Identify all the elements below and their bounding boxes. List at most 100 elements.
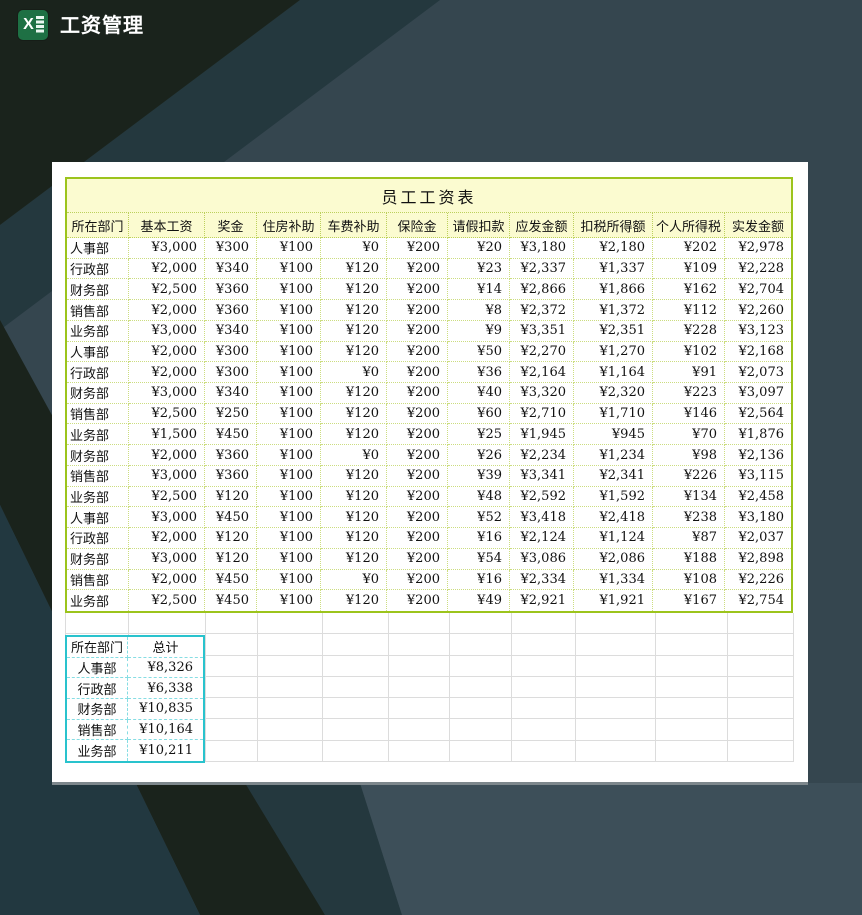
empty-cell[interactable] bbox=[129, 613, 206, 635]
table-cell[interactable]: ¥2,124 bbox=[510, 528, 574, 549]
empty-cell[interactable] bbox=[258, 740, 323, 762]
column-header[interactable]: 基本工资 bbox=[129, 213, 205, 238]
table-cell[interactable]: ¥100 bbox=[257, 341, 321, 363]
table-cell[interactable]: ¥200 bbox=[387, 362, 448, 384]
empty-cell[interactable] bbox=[656, 719, 728, 741]
table-cell[interactable]: ¥100 bbox=[257, 403, 321, 425]
empty-cell[interactable] bbox=[728, 740, 794, 762]
empty-cell[interactable] bbox=[450, 634, 512, 656]
column-header[interactable]: 车费补助 bbox=[321, 213, 387, 238]
table-cell[interactable]: ¥91 bbox=[653, 362, 725, 384]
table-cell[interactable]: ¥120 bbox=[321, 465, 387, 487]
table-cell[interactable]: 财务部 bbox=[67, 445, 129, 466]
table-cell[interactable]: ¥120 bbox=[321, 548, 387, 570]
empty-cell[interactable] bbox=[656, 634, 728, 656]
table-cell[interactable]: ¥8 bbox=[448, 300, 510, 321]
table-cell[interactable]: 财务部 bbox=[67, 383, 129, 404]
table-cell[interactable]: ¥223 bbox=[653, 383, 725, 404]
table-cell[interactable]: ¥200 bbox=[387, 383, 448, 404]
table-cell[interactable]: ¥100 bbox=[257, 383, 321, 404]
table-cell[interactable]: ¥162 bbox=[653, 279, 725, 301]
empty-cell[interactable] bbox=[323, 698, 389, 720]
table-cell[interactable]: ¥200 bbox=[387, 590, 448, 611]
empty-cell[interactable] bbox=[323, 676, 389, 699]
empty-cell[interactable] bbox=[512, 634, 576, 656]
table-cell[interactable]: ¥98 bbox=[653, 445, 725, 466]
table-cell[interactable]: ¥2,337 bbox=[510, 258, 574, 280]
table-cell[interactable]: ¥228 bbox=[653, 320, 725, 342]
table-cell[interactable]: ¥2,341 bbox=[574, 465, 653, 487]
table-cell[interactable]: ¥250 bbox=[205, 403, 257, 425]
table-cell[interactable]: 业务部 bbox=[67, 590, 129, 611]
summary-header[interactable]: 总计 bbox=[128, 637, 203, 658]
table-cell[interactable]: ¥200 bbox=[387, 403, 448, 425]
table-cell[interactable]: ¥100 bbox=[257, 486, 321, 508]
table-cell[interactable]: ¥16 bbox=[448, 528, 510, 549]
table-cell[interactable]: ¥2,037 bbox=[725, 528, 791, 549]
column-header[interactable]: 所在部门 bbox=[67, 213, 129, 238]
table-cell[interactable]: ¥200 bbox=[387, 569, 448, 591]
table-cell[interactable]: ¥100 bbox=[257, 300, 321, 321]
table-cell[interactable]: 业务部 bbox=[67, 424, 129, 446]
table-cell[interactable]: ¥100 bbox=[257, 424, 321, 446]
table-cell[interactable]: ¥100 bbox=[257, 507, 321, 529]
table-cell[interactable]: ¥40 bbox=[448, 383, 510, 404]
table-cell[interactable]: ¥360 bbox=[205, 465, 257, 487]
table-cell[interactable]: ¥2,500 bbox=[129, 590, 205, 611]
table-cell[interactable]: ¥0 bbox=[321, 238, 387, 259]
table-cell[interactable]: 财务部 bbox=[67, 548, 129, 570]
table-cell[interactable]: ¥2,260 bbox=[725, 300, 791, 321]
column-header[interactable]: 应发金额 bbox=[510, 213, 574, 238]
summary-dept-cell[interactable]: 财务部 bbox=[67, 698, 128, 720]
table-cell[interactable]: 销售部 bbox=[67, 569, 129, 591]
table-cell[interactable]: ¥36 bbox=[448, 362, 510, 384]
table-cell[interactable]: ¥120 bbox=[205, 528, 257, 549]
empty-cell[interactable] bbox=[576, 676, 656, 699]
table-cell[interactable]: ¥2,073 bbox=[725, 362, 791, 384]
table-cell[interactable]: ¥120 bbox=[321, 507, 387, 529]
table-cell[interactable]: ¥3,000 bbox=[129, 548, 205, 570]
table-cell[interactable]: ¥3,351 bbox=[510, 320, 574, 342]
empty-cell[interactable] bbox=[258, 698, 323, 720]
empty-cell[interactable] bbox=[258, 676, 323, 699]
empty-cell[interactable] bbox=[206, 740, 258, 762]
summary-total-cell[interactable]: ¥10,835 bbox=[128, 698, 203, 720]
table-cell[interactable]: ¥2,234 bbox=[510, 445, 574, 466]
table-cell[interactable]: 业务部 bbox=[67, 486, 129, 508]
summary-total-cell[interactable]: ¥10,164 bbox=[128, 719, 203, 741]
table-cell[interactable]: ¥26 bbox=[448, 445, 510, 466]
empty-cell[interactable] bbox=[323, 634, 389, 656]
table-cell[interactable]: ¥360 bbox=[205, 300, 257, 321]
table-cell[interactable]: ¥120 bbox=[321, 320, 387, 342]
table-cell[interactable]: ¥2,500 bbox=[129, 279, 205, 301]
table-cell[interactable]: ¥360 bbox=[205, 445, 257, 466]
column-header[interactable]: 个人所得税 bbox=[653, 213, 725, 238]
empty-cell[interactable] bbox=[728, 698, 794, 720]
table-cell[interactable]: ¥14 bbox=[448, 279, 510, 301]
table-cell[interactable]: ¥3,000 bbox=[129, 383, 205, 404]
table-cell[interactable]: ¥3,123 bbox=[725, 320, 791, 342]
table-cell[interactable]: ¥2,320 bbox=[574, 383, 653, 404]
empty-cell[interactable] bbox=[512, 655, 576, 677]
table-cell[interactable]: ¥50 bbox=[448, 341, 510, 363]
table-cell[interactable]: ¥100 bbox=[257, 590, 321, 611]
empty-cell[interactable] bbox=[323, 740, 389, 762]
table-cell[interactable]: ¥2,000 bbox=[129, 445, 205, 466]
table-cell[interactable]: ¥3,000 bbox=[129, 507, 205, 529]
table-cell[interactable]: ¥108 bbox=[653, 569, 725, 591]
table-cell[interactable]: 销售部 bbox=[67, 403, 129, 425]
empty-cell[interactable] bbox=[576, 655, 656, 677]
table-cell[interactable]: ¥3,000 bbox=[129, 320, 205, 342]
table-cell[interactable]: ¥3,097 bbox=[725, 383, 791, 404]
table-cell[interactable]: ¥238 bbox=[653, 507, 725, 529]
empty-cell[interactable] bbox=[206, 634, 258, 656]
table-cell[interactable]: ¥60 bbox=[448, 403, 510, 425]
empty-cell[interactable] bbox=[323, 655, 389, 677]
table-cell[interactable]: ¥200 bbox=[387, 465, 448, 487]
table-cell[interactable]: ¥2,168 bbox=[725, 341, 791, 363]
table-cell[interactable]: 行政部 bbox=[67, 362, 129, 384]
table-cell[interactable]: ¥340 bbox=[205, 383, 257, 404]
table-cell[interactable]: ¥2,334 bbox=[510, 569, 574, 591]
table-cell[interactable]: ¥200 bbox=[387, 548, 448, 570]
table-cell[interactable]: ¥1,921 bbox=[574, 590, 653, 611]
